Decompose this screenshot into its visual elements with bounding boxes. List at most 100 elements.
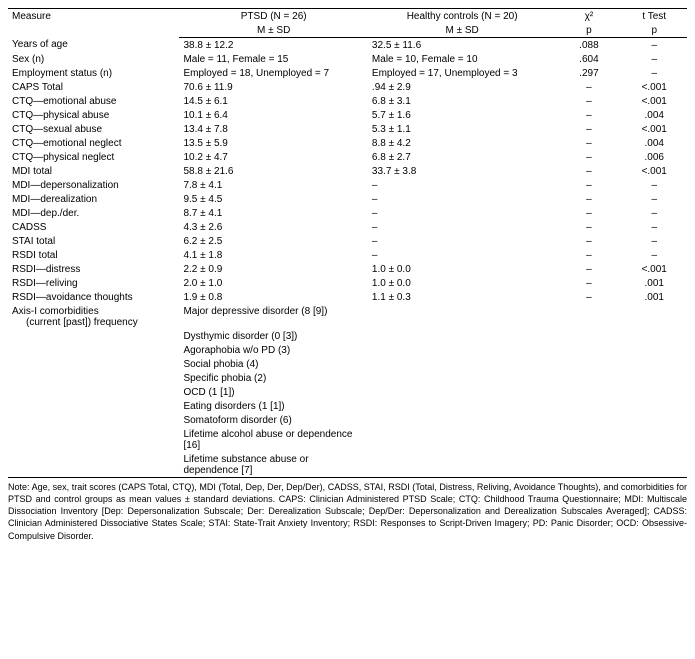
cell-ptsd: Male = 11, Female = 15 [179,52,367,66]
header-ptsd-sub: M ± SD [179,23,367,38]
cell-hc: 5.7 ± 1.6 [368,108,556,122]
demographics-table: Measure PTSD (N = 26) Healthy controls (… [8,8,687,478]
cell-chi [556,343,621,357]
cell-measure [8,452,179,478]
cell-chi [556,357,621,371]
cell-t: <.001 [621,80,687,94]
cell-ptsd: Social phobia (4) [179,357,367,371]
table-row: CTQ—physical neglect10.2 ± 4.76.8 ± 2.7–… [8,150,687,164]
cell-t: – [621,206,687,220]
table-row: Somatoform disorder (6) [8,413,687,427]
cell-hc: .94 ± 2.9 [368,80,556,94]
cell-chi: – [556,80,621,94]
cell-ptsd: Somatoform disorder (6) [179,413,367,427]
cell-hc: 5.3 ± 1.1 [368,122,556,136]
cell-chi: .604 [556,52,621,66]
cell-chi [556,413,621,427]
header-chi-top: χ² [556,9,621,24]
header-hc-top: Healthy controls (N = 20) [368,9,556,24]
cell-hc [368,385,556,399]
table-row: Specific phobia (2) [8,371,687,385]
table-row: RSDI—distress2.2 ± 0.91.0 ± 0.0–<.001 [8,262,687,276]
cell-ptsd: Specific phobia (2) [179,371,367,385]
cell-t [621,343,687,357]
cell-chi: – [556,150,621,164]
cell-ptsd: 8.7 ± 4.1 [179,206,367,220]
cell-t: – [621,178,687,192]
cell-chi [556,385,621,399]
cell-ptsd: Major depressive disorder (8 [9]) [179,304,367,329]
cell-ptsd: 2.2 ± 0.9 [179,262,367,276]
cell-ptsd: 10.2 ± 4.7 [179,150,367,164]
cell-measure: Sex (n) [8,52,179,66]
table-row: RSDI—reliving2.0 ± 1.01.0 ± 0.0–.001 [8,276,687,290]
cell-t [621,452,687,478]
cell-measure: Years of age [8,38,179,53]
table-row: CTQ—sexual abuse13.4 ± 7.85.3 ± 1.1–<.00… [8,122,687,136]
cell-chi: – [556,122,621,136]
table-row: Social phobia (4) [8,357,687,371]
cell-hc: – [368,192,556,206]
cell-measure: RSDI—reliving [8,276,179,290]
cell-chi [556,304,621,329]
cell-hc [368,329,556,343]
cell-ptsd: 9.5 ± 4.5 [179,192,367,206]
cell-chi [556,371,621,385]
header-t-sub: p [621,23,687,38]
header-measure: Measure [8,9,179,38]
cell-t: – [621,66,687,80]
cell-t [621,357,687,371]
cell-chi [556,399,621,413]
cell-t [621,413,687,427]
cell-chi: – [556,206,621,220]
cell-measure: RSDI—avoidance thoughts [8,290,179,304]
cell-measure: CTQ—physical abuse [8,108,179,122]
table-row: Dysthymic disorder (0 [3]) [8,329,687,343]
cell-measure [8,399,179,413]
table-row: CTQ—emotional abuse14.5 ± 6.16.8 ± 3.1–<… [8,94,687,108]
cell-measure [8,371,179,385]
cell-measure: MDI—dep./der. [8,206,179,220]
cell-ptsd: 13.4 ± 7.8 [179,122,367,136]
cell-chi: – [556,178,621,192]
cell-measure [8,343,179,357]
cell-t: <.001 [621,164,687,178]
cell-chi: .088 [556,38,621,53]
cell-ptsd: 6.2 ± 2.5 [179,234,367,248]
cell-t: – [621,192,687,206]
cell-hc: 33.7 ± 3.8 [368,164,556,178]
cell-ptsd: 7.8 ± 4.1 [179,178,367,192]
cell-t: – [621,220,687,234]
cell-t: .001 [621,290,687,304]
cell-t [621,371,687,385]
header-ptsd-top: PTSD (N = 26) [179,9,367,24]
cell-ptsd: Employed = 18, Unemployed = 7 [179,66,367,80]
cell-ptsd: Lifetime alcohol abuse or dependence [16… [179,427,367,452]
cell-t: <.001 [621,94,687,108]
cell-chi [556,427,621,452]
cell-hc [368,427,556,452]
cell-ptsd: Dysthymic disorder (0 [3]) [179,329,367,343]
cell-ptsd: 1.9 ± 0.8 [179,290,367,304]
cell-chi: – [556,192,621,206]
cell-measure: CAPS Total [8,80,179,94]
cell-ptsd: Agoraphobia w/o PD (3) [179,343,367,357]
cell-ptsd: 58.8 ± 21.6 [179,164,367,178]
cell-t: .006 [621,150,687,164]
cell-ptsd: 38.8 ± 12.2 [179,38,367,53]
cell-measure: CTQ—emotional neglect [8,136,179,150]
cell-t: – [621,234,687,248]
cell-t [621,304,687,329]
cell-hc: 32.5 ± 11.6 [368,38,556,53]
cell-ptsd: 70.6 ± 11.9 [179,80,367,94]
cell-hc: 1.0 ± 0.0 [368,276,556,290]
cell-t [621,329,687,343]
cell-ptsd: OCD (1 [1]) [179,385,367,399]
cell-measure [8,385,179,399]
cell-hc: – [368,206,556,220]
cell-chi: – [556,290,621,304]
cell-t [621,399,687,413]
table-row: CTQ—physical abuse10.1 ± 6.45.7 ± 1.6–.0… [8,108,687,122]
cell-measure: Employment status (n) [8,66,179,80]
table-row: STAI total6.2 ± 2.5––– [8,234,687,248]
